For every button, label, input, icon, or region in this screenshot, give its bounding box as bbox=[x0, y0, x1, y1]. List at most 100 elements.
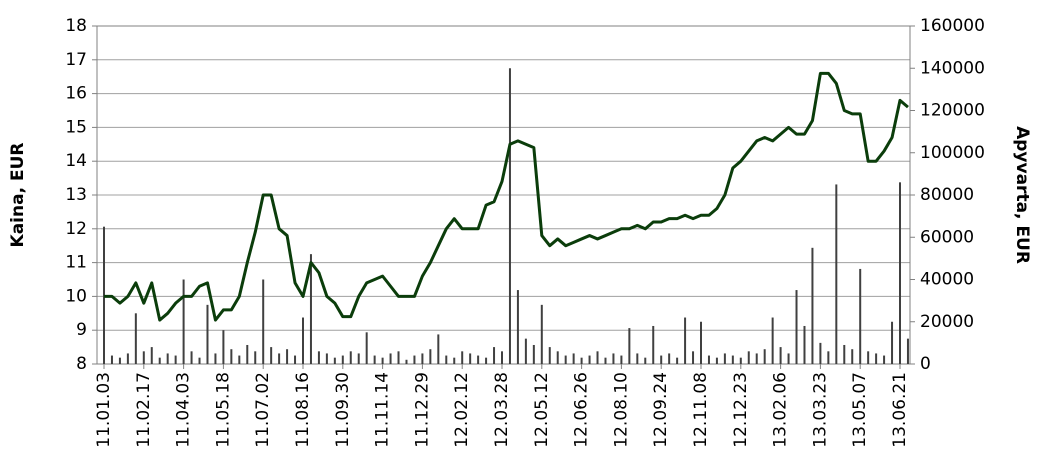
volume-bar bbox=[397, 351, 400, 364]
volume-bar bbox=[198, 357, 201, 364]
volume-bar bbox=[429, 349, 432, 364]
volume-bar bbox=[540, 304, 543, 364]
plot-frame bbox=[96, 25, 911, 365]
volume-bar bbox=[508, 68, 511, 364]
volume-bar bbox=[604, 357, 607, 364]
y-tick-label: 16 bbox=[65, 84, 87, 104]
volume-bar bbox=[405, 359, 408, 364]
y2-tick-label: 0 bbox=[920, 354, 931, 374]
volume-bar bbox=[588, 355, 591, 364]
volume-bar bbox=[859, 268, 862, 364]
volume-bar bbox=[532, 344, 535, 364]
volume-bar bbox=[612, 353, 615, 364]
volume-bar bbox=[747, 351, 750, 364]
y2-tick-label: 40000 bbox=[920, 270, 974, 290]
volume-bar bbox=[564, 355, 567, 364]
y2-tick-label: 60000 bbox=[920, 227, 974, 247]
volume-bar bbox=[254, 351, 257, 364]
volume-bar bbox=[906, 338, 909, 364]
volume-bar bbox=[341, 355, 344, 364]
y-tick-label: 14 bbox=[65, 151, 87, 171]
y2-tick-label: 140000 bbox=[920, 58, 985, 78]
volume-bar bbox=[166, 353, 169, 364]
volume-bar bbox=[556, 351, 559, 364]
volume-bar bbox=[596, 351, 599, 364]
volume-bar bbox=[819, 342, 822, 364]
volume-bar bbox=[270, 347, 273, 364]
volume-bar bbox=[373, 355, 376, 364]
volume-bar bbox=[222, 330, 225, 364]
volume-bar bbox=[676, 357, 679, 364]
volume-bar bbox=[524, 338, 527, 364]
volume-bar bbox=[485, 357, 488, 364]
volume-bar bbox=[142, 351, 145, 364]
volume-bar bbox=[707, 355, 710, 364]
volume-bar bbox=[660, 355, 663, 364]
y2-tick-label: 20000 bbox=[920, 312, 974, 332]
x-tick-label: 11.07.02 bbox=[253, 372, 273, 448]
volume-bar bbox=[891, 321, 894, 364]
x-tick-label: 12.05.12 bbox=[532, 372, 552, 448]
volume-bar bbox=[516, 290, 519, 364]
volume-bar bbox=[246, 344, 249, 364]
x-tick-label: 11.11.14 bbox=[373, 372, 393, 448]
volume-bar bbox=[628, 328, 631, 364]
volume-bar bbox=[652, 325, 655, 364]
volume-bar bbox=[827, 351, 830, 364]
volume-bar bbox=[110, 355, 113, 364]
y-axis-label: Kaina, EUR bbox=[8, 143, 28, 248]
volume-bar bbox=[453, 357, 456, 364]
volume-bar bbox=[501, 351, 503, 364]
y2-tick-label: 100000 bbox=[920, 143, 985, 163]
volume-bar bbox=[787, 353, 790, 364]
y-tick-label: 13 bbox=[65, 185, 87, 205]
volume-bar bbox=[333, 357, 336, 364]
volume-bar bbox=[134, 313, 137, 364]
volume-bar bbox=[389, 353, 392, 364]
y2-tick-label: 80000 bbox=[920, 185, 974, 205]
volume-bar bbox=[899, 182, 901, 364]
volume-bar bbox=[214, 353, 217, 364]
volume-bar bbox=[381, 357, 384, 364]
y-tick-label: 11 bbox=[65, 253, 87, 273]
y-tick-label: 12 bbox=[65, 219, 87, 239]
y2-tick-label: 120000 bbox=[920, 101, 985, 121]
volume-bar bbox=[206, 304, 209, 364]
volume-bar bbox=[477, 355, 480, 364]
volume-bar bbox=[469, 353, 472, 364]
volume-bar bbox=[572, 353, 575, 364]
volume-bar bbox=[763, 349, 766, 364]
volume-bar bbox=[357, 353, 360, 364]
x-tick-label: 13.05.07 bbox=[850, 372, 870, 448]
volume-bar bbox=[883, 355, 886, 364]
volume-bar bbox=[739, 357, 742, 364]
x-tick-label: 12.11.08 bbox=[691, 372, 711, 448]
x-tick-label: 12.03.28 bbox=[492, 372, 512, 448]
volume-bar bbox=[238, 355, 241, 364]
price-line bbox=[104, 71, 909, 322]
volume-bar bbox=[700, 321, 702, 364]
volume-bar bbox=[803, 325, 806, 364]
volume-bar bbox=[278, 353, 281, 364]
volume-bar bbox=[302, 317, 304, 364]
volume-bar bbox=[644, 357, 647, 364]
x-tick-label: 12.12.23 bbox=[731, 372, 751, 448]
volume-bar bbox=[867, 351, 870, 364]
x-tick-label: 12.02.12 bbox=[452, 372, 472, 448]
volume-bar bbox=[493, 347, 496, 364]
y-tick-label: 18 bbox=[65, 16, 87, 36]
volume-bar bbox=[795, 290, 798, 364]
volume-bar bbox=[413, 355, 416, 364]
x-tick-label: 12.08.10 bbox=[611, 372, 631, 448]
volume-bar bbox=[349, 351, 352, 364]
volume-bar bbox=[771, 317, 774, 364]
x-tick-label: 12.06.26 bbox=[572, 372, 592, 448]
volume-bar bbox=[150, 347, 153, 364]
volume-bar bbox=[158, 357, 161, 364]
volume-bar bbox=[755, 353, 758, 364]
volume-bar bbox=[174, 355, 177, 364]
volume-bar bbox=[636, 353, 639, 364]
volume-bar bbox=[286, 349, 289, 364]
volume-bar bbox=[365, 332, 368, 364]
